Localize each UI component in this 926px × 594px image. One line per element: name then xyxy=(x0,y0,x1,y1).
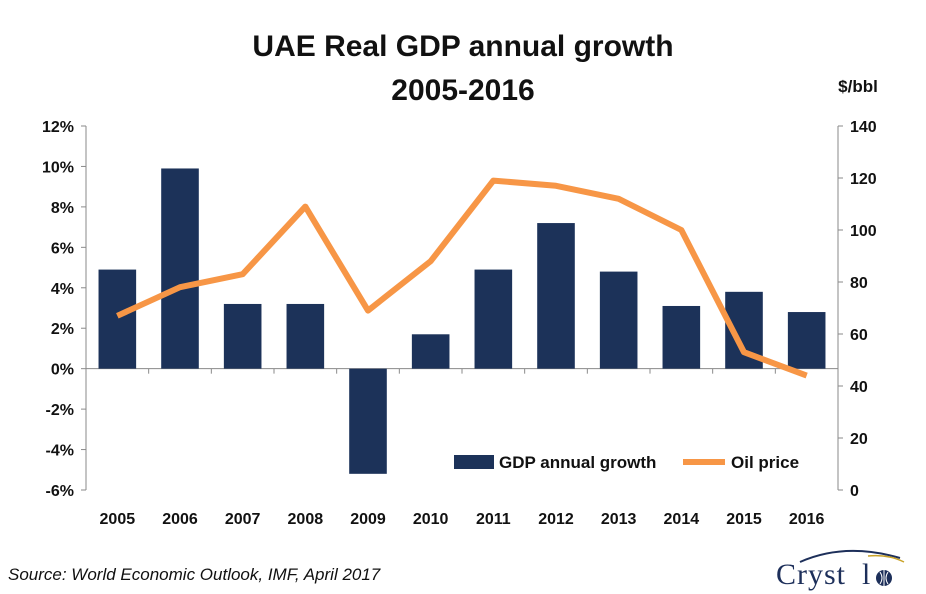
x-axis-tick-label: 2007 xyxy=(225,511,261,528)
x-axis-tick-label: 2009 xyxy=(350,511,386,528)
crystol-globe-icon xyxy=(799,549,905,586)
left-axis-tick-label: 4% xyxy=(51,281,74,298)
right-axis-tick-label: 120 xyxy=(850,171,877,188)
left-axis-tick-label: 0% xyxy=(51,362,74,379)
bar-gdp-growth-2011 xyxy=(474,269,513,369)
bar-gdp-growth-2007 xyxy=(223,303,262,369)
x-axis-tick-label: 2014 xyxy=(664,511,700,528)
right-axis-tick-label: 60 xyxy=(850,327,868,344)
x-axis-tick-label: 2015 xyxy=(726,511,762,528)
x-axis-tick-label: 2010 xyxy=(413,511,449,528)
bar-gdp-growth-2008 xyxy=(286,303,325,369)
right-axis-tick-label: 20 xyxy=(850,431,868,448)
legend-swatch-gdp xyxy=(454,455,494,469)
right-axis-tick-label: 40 xyxy=(850,379,868,396)
bar-gdp-growth-2006 xyxy=(161,168,199,369)
right-axis-unit-label: $/bbl xyxy=(838,77,878,96)
oil-price-line xyxy=(116,177,808,379)
bar-gdp-growth-2012 xyxy=(537,223,575,369)
left-axis-tick-label: -4% xyxy=(46,443,74,460)
left-axis-tick-label: 12% xyxy=(42,119,74,136)
right-axis-tick-label: 0 xyxy=(850,483,859,500)
right-axis-tick-label: 100 xyxy=(850,223,877,240)
left-axis-tick-label: 8% xyxy=(51,200,74,217)
x-axis-tick-label: 2012 xyxy=(538,511,574,528)
right-axis-tick-label: 140 xyxy=(850,119,877,136)
bar-gdp-growth-2005 xyxy=(98,269,137,369)
bar-gdp-growth-2010 xyxy=(411,334,450,369)
source-note: Source: World Economic Outlook, IMF, Apr… xyxy=(8,565,381,584)
bar-gdp-growth-2016 xyxy=(787,312,826,369)
chart-title-line-2: 2005-2016 xyxy=(391,74,534,107)
left-axis-tick-label: 6% xyxy=(51,240,74,257)
left-axis-tick-label: 2% xyxy=(51,321,74,338)
x-axis-tick-label: 2005 xyxy=(100,511,136,528)
left-axis-tick-label: 10% xyxy=(42,159,74,176)
left-axis-tick-label: -6% xyxy=(46,483,74,500)
logo-text: Cryst l xyxy=(776,558,872,591)
logo: Cryst l xyxy=(770,548,920,592)
chart-title-line-1: UAE Real GDP annual growth xyxy=(252,30,673,63)
bar-gdp-growth-2009 xyxy=(349,368,387,474)
bar-gdp-growth-2014 xyxy=(662,305,701,369)
x-axis-tick-label: 2011 xyxy=(476,511,511,528)
legend-label-gdp: GDP annual growth xyxy=(499,453,656,472)
legend: GDP annual growth Oil price xyxy=(454,453,799,472)
plot-area: -6% -4% -2% 0% 2% 4% 6% 8% 10% 12% 0 20 40 60 80 100 120… xyxy=(42,119,877,528)
bar-gdp-growth-2013 xyxy=(599,271,638,369)
x-axis-tick-label: 2008 xyxy=(288,511,324,528)
right-axis-tick-label: 80 xyxy=(850,275,868,292)
x-axis-tick-label: 2013 xyxy=(601,511,637,528)
legend-label-oil: Oil price xyxy=(731,453,799,472)
left-axis-tick-label: -2% xyxy=(46,402,74,419)
x-axis-tick-label: 2016 xyxy=(789,511,825,528)
x-axis-tick-label: 2006 xyxy=(162,511,198,528)
